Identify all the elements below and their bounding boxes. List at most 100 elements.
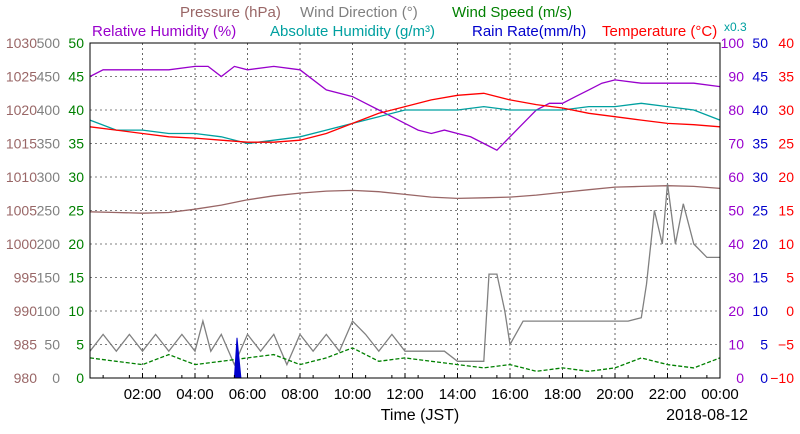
tick-label-pressure: 1025 xyxy=(6,69,37,85)
tick-label-temperature: 40 xyxy=(778,35,794,51)
series-temperature-c xyxy=(89,92,721,143)
legend-entry: Absolute Humidity (g/m³) xyxy=(270,23,435,40)
tick-label-wind-speed: 45 xyxy=(68,69,84,85)
series-pressure-hpa xyxy=(89,185,721,214)
tick-label-rain-rate: 25 xyxy=(752,203,768,219)
x-tick-label: 22:00 xyxy=(649,386,687,403)
tick-label-temperature: 20 xyxy=(778,169,794,185)
tick-label-relative-humidity: 50 xyxy=(728,203,744,219)
tick-label-rain-rate: 5 xyxy=(760,337,768,353)
tick-label-pressure: 1020 xyxy=(6,102,37,118)
tick-label-relative-humidity: 10 xyxy=(728,337,744,353)
tick-label-rain-rate: 45 xyxy=(752,69,768,85)
tick-label-wind-speed: 35 xyxy=(68,136,84,152)
x-tick-label: 12:00 xyxy=(386,386,424,403)
tick-label-relative-humidity: 20 xyxy=(728,303,744,319)
x-tick-label: 18:00 xyxy=(544,386,582,403)
tick-label-temperature: 5 xyxy=(786,270,794,286)
tick-label-pressure: 985 xyxy=(14,337,38,353)
series-absolute-humidity-g-m xyxy=(89,102,721,145)
tick-label-pressure: 1005 xyxy=(6,203,37,219)
tick-label-wind-direction: 100 xyxy=(37,303,61,319)
legend-entry: Relative Humidity (%) xyxy=(92,23,236,40)
x-tick-label: 08:00 xyxy=(281,386,319,403)
tick-label-rain-rate: 10 xyxy=(752,303,768,319)
left-axes: 9809859909951000100510101015102010251030… xyxy=(6,35,84,386)
tick-label-relative-humidity: 30 xyxy=(728,270,744,286)
tick-label-relative-humidity: 0 xyxy=(736,370,744,386)
tick-label-pressure: 1030 xyxy=(6,35,37,51)
tick-label-relative-humidity: 60 xyxy=(728,169,744,185)
tick-label-pressure: 1015 xyxy=(6,136,37,152)
tick-label-wind-direction: 300 xyxy=(37,169,61,185)
tick-label-pressure: 1000 xyxy=(6,236,37,252)
series-wind-direction xyxy=(89,183,720,367)
tick-label-wind-speed: 15 xyxy=(68,270,84,286)
tick-label-rain-rate: 40 xyxy=(752,102,768,118)
tick-label-rain-rate: 20 xyxy=(752,236,768,252)
tick-label-pressure: 980 xyxy=(14,370,38,386)
tick-label-wind-direction: 50 xyxy=(44,337,60,353)
x-tick-label: 02:00 xyxy=(124,386,162,403)
tick-label-wind-speed: 30 xyxy=(68,169,84,185)
tick-label-rain-rate: 15 xyxy=(752,270,768,286)
legend: Pressure (hPa) Wind Direction (°) Wind Spe… xyxy=(92,4,747,40)
tick-label-temperature: 0 xyxy=(786,303,794,319)
tick-label-rain-rate: 50 xyxy=(752,35,768,51)
tick-label-temperature: 30 xyxy=(778,102,794,118)
legend-entry: Wind Direction (°) xyxy=(300,4,418,21)
tick-label-relative-humidity: 40 xyxy=(728,236,744,252)
tick-label-wind-speed: 0 xyxy=(76,370,84,386)
tick-label-temperature: 35 xyxy=(778,69,794,85)
tick-label-pressure: 990 xyxy=(14,303,38,319)
x-tick-label: 20:00 xyxy=(596,386,634,403)
tick-label-temperature: −10 xyxy=(770,370,794,386)
tick-label-relative-humidity: 70 xyxy=(728,136,744,152)
tick-label-wind-speed: 20 xyxy=(68,236,84,252)
tick-label-relative-humidity: 100 xyxy=(721,35,745,51)
legend-entry: Pressure (hPa) xyxy=(180,4,281,21)
tick-label-pressure: 995 xyxy=(14,270,38,286)
tick-label-temperature: 10 xyxy=(778,236,794,252)
x-tick-label: 06:00 xyxy=(229,386,267,403)
tick-label-wind-direction: 400 xyxy=(37,102,61,118)
legend-entry: Temperature (°C) xyxy=(602,23,717,40)
x-tick-label: 00:00 xyxy=(701,386,739,403)
tick-label-temperature: −5 xyxy=(778,337,794,353)
tick-label-temperature: 25 xyxy=(778,136,794,152)
x-axis-label: Time (JST) xyxy=(381,407,460,424)
tick-label-wind-speed: 5 xyxy=(76,337,84,353)
right-axes: 0102030405060708090100051015202530354045… xyxy=(721,35,795,386)
tick-label-rain-rate: 0 xyxy=(760,370,768,386)
tick-label-wind-direction: 450 xyxy=(37,69,61,85)
tick-label-wind-direction: 250 xyxy=(37,203,61,219)
x-tick-label: 14:00 xyxy=(439,386,477,403)
tick-label-rain-rate: 30 xyxy=(752,169,768,185)
x-tick-label: 04:00 xyxy=(176,386,214,403)
series-wind-speed-m-s xyxy=(89,347,721,372)
abs-humidity-scale-note: x0.3 xyxy=(724,20,747,34)
tick-label-relative-humidity: 80 xyxy=(728,102,744,118)
tick-label-wind-speed: 40 xyxy=(68,102,84,118)
legend-entry: Rain Rate(mm/h) xyxy=(472,23,586,40)
tick-label-rain-rate: 35 xyxy=(752,136,768,152)
series-rain-rate-mm-h xyxy=(233,337,242,379)
tick-label-wind-direction: 200 xyxy=(37,236,61,252)
tick-label-wind-speed: 10 xyxy=(68,303,84,319)
series-relative-humidity xyxy=(89,65,721,151)
tick-label-wind-direction: 0 xyxy=(52,370,60,386)
tick-label-pressure: 1010 xyxy=(6,169,37,185)
tick-label-relative-humidity: 90 xyxy=(728,69,744,85)
series xyxy=(89,65,721,379)
legend-entry: Wind Speed (m/s) xyxy=(452,4,572,21)
tick-label-wind-speed: 25 xyxy=(68,203,84,219)
x-axis: 02:00 04:00 06:00 08:00 10:00 12:00 14:00 16:00… xyxy=(102,373,739,403)
date-label: 2018-08-12 xyxy=(666,407,748,424)
x-tick-label: 10:00 xyxy=(334,386,372,403)
tick-label-wind-direction: 500 xyxy=(37,35,61,51)
tick-label-wind-direction: 150 xyxy=(37,270,61,286)
tick-label-temperature: 15 xyxy=(778,203,794,219)
tick-label-wind-direction: 350 xyxy=(37,136,61,152)
tick-label-wind-speed: 50 xyxy=(68,35,84,51)
